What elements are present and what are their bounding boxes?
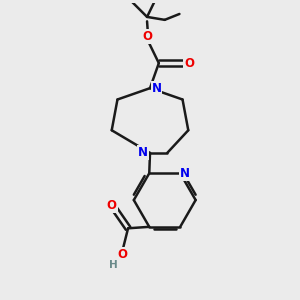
Text: N: N — [152, 82, 161, 95]
Text: O: O — [142, 30, 152, 44]
Text: O: O — [107, 199, 117, 212]
Text: O: O — [118, 248, 128, 261]
Text: H: H — [109, 260, 118, 270]
Text: N: N — [180, 167, 190, 180]
Text: O: O — [184, 57, 194, 70]
Text: N: N — [138, 146, 148, 159]
